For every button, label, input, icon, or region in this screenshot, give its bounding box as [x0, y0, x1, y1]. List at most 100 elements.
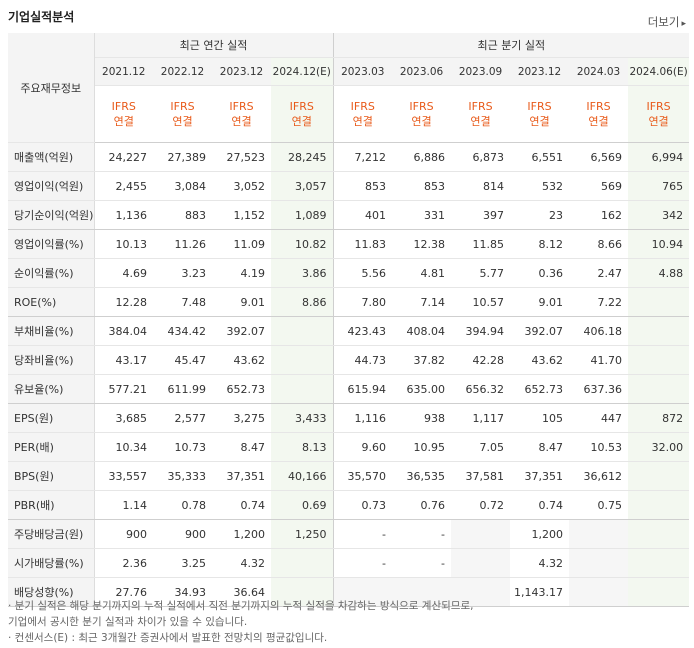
footnote-line: · 분기 실적은 해당 분기까지의 누적 실적에서 직전 분기까지의 누적 실적…	[8, 600, 474, 612]
value-cell: 7.14	[392, 287, 452, 317]
period-header: 2024.03	[569, 57, 629, 86]
consolidated-label: 연결	[411, 115, 432, 128]
ifrs-cell: IFRS 연결	[153, 85, 212, 143]
period-header: 2023.03	[332, 57, 393, 86]
period-header: 2022.12	[153, 57, 212, 86]
consolidated-label: 연결	[231, 115, 252, 128]
consolidated-label: 연결	[470, 115, 491, 128]
value-cell: 392.07	[510, 316, 570, 346]
value-cell: 900	[153, 519, 212, 549]
value-cell: 6,886	[392, 142, 452, 172]
row-label: 영업이익률(%)	[8, 229, 95, 259]
value-cell	[271, 316, 334, 346]
period-header: 2024.06(E)	[628, 57, 690, 86]
value-cell	[271, 374, 334, 404]
value-cell: 10.13	[94, 229, 153, 259]
value-cell: 384.04	[94, 316, 153, 346]
value-cell: 938	[392, 403, 452, 433]
financial-table: 주요재무정보 최근 연간 실적 최근 분기 실적 2021.12 2022.12 2023…	[8, 33, 690, 607]
value-cell: 40,166	[271, 461, 334, 491]
row-label: EPS(원)	[8, 403, 95, 433]
value-cell: 0.74	[212, 490, 271, 520]
value-cell: 27.76	[94, 577, 153, 607]
value-cell	[569, 548, 629, 578]
table-row: ROE(%) 12.28 7.48 9.01 8.86 7.80 7.14 10.57 9.01…	[8, 287, 690, 317]
value-cell: 1.14	[94, 490, 153, 520]
consolidated-label: 연결	[172, 115, 193, 128]
value-cell: 2.47	[569, 258, 629, 288]
table-row: 당기순이익(억원) 1,136 883 1,152 1,089 401 331 397 23 16…	[8, 200, 690, 230]
value-cell: 8.13	[271, 432, 334, 462]
ifrs-label: IFRS	[170, 100, 195, 113]
value-cell: 11.26	[153, 229, 212, 259]
value-cell: -	[332, 519, 393, 549]
value-cell: 652.73	[212, 374, 271, 404]
table-row: 주당배당금(원) 900 900 1,200 1,250- -1,200	[8, 519, 690, 549]
chevron-right-icon: ▸	[681, 19, 686, 29]
value-cell: 6,569	[569, 142, 629, 172]
row-label: PBR(배)	[8, 490, 95, 520]
value-cell: 1,117	[451, 403, 511, 433]
ifrs-cell: IFRS 연결	[510, 85, 570, 143]
value-cell: 10.57	[451, 287, 511, 317]
value-cell: 853	[332, 171, 393, 201]
value-cell: 6,551	[510, 142, 570, 172]
ifrs-cell: IFRS 연결	[212, 85, 271, 143]
row-label: 부채비율(%)	[8, 316, 95, 346]
period-header: 2023.09	[451, 57, 511, 86]
footnotes: · 분기 실적은 해당 분기까지의 누적 실적에서 직전 분기까지의 누적 실적…	[8, 598, 473, 646]
value-cell: 10.73	[153, 432, 212, 462]
row-label: 영업이익(억원)	[8, 171, 95, 201]
row-header: 주요재무정보	[8, 33, 95, 143]
consolidated-label: 연결	[648, 115, 669, 128]
value-cell: 7.22	[569, 287, 629, 317]
table-row: 부채비율(%) 384.04 434.42 392.07 423.43 408.04 394…	[8, 316, 690, 346]
value-cell: 394.94	[451, 316, 511, 346]
value-cell: 611.99	[153, 374, 212, 404]
value-cell: 814	[451, 171, 511, 201]
ifrs-cell: IFRS 연결	[628, 85, 690, 143]
value-cell: 33,557	[94, 461, 153, 491]
value-cell: 1,250	[271, 519, 334, 549]
value-cell: 3,057	[271, 171, 334, 201]
consolidated-label: 연결	[588, 115, 609, 128]
value-cell: 331	[392, 200, 452, 230]
table-row: BPS(원) 33,557 35,333 37,351 40,166 35,570 36,5…	[8, 461, 690, 491]
value-cell: 3,084	[153, 171, 212, 201]
row-label: 배당성향(%)	[8, 577, 95, 607]
value-cell	[569, 577, 629, 607]
value-cell: 10.94	[628, 229, 690, 259]
value-cell: 615.94	[332, 374, 393, 404]
section-title: 기업실적분석	[8, 10, 75, 24]
more-link[interactable]: 더보기 ▸	[648, 14, 686, 30]
value-cell	[628, 461, 690, 491]
value-cell: 7,212	[332, 142, 393, 172]
row-label: BPS(원)	[8, 461, 95, 491]
value-cell: 27,389	[153, 142, 212, 172]
value-cell: 0.76	[392, 490, 452, 520]
value-cell: 4.32	[510, 548, 570, 578]
table-row: 매출액(억원) 24,227 27,389 27,523 28,245 7,212 6,88…	[8, 142, 690, 172]
value-cell	[392, 577, 452, 607]
value-cell: 10.34	[94, 432, 153, 462]
value-cell: 11.09	[212, 229, 271, 259]
table-row: 유보율(%) 577.21 611.99 652.73 615.94 635.00 656.…	[8, 374, 690, 404]
value-cell: 853	[392, 171, 452, 201]
value-cell: 10.82	[271, 229, 334, 259]
ifrs-cell: IFRS 연결	[451, 85, 511, 143]
value-cell: 1,200	[212, 519, 271, 549]
consolidated-label: 연결	[291, 115, 312, 128]
value-cell: 397	[451, 200, 511, 230]
value-cell: 342	[628, 200, 690, 230]
ifrs-label: IFRS	[468, 100, 493, 113]
value-cell: 23	[510, 200, 570, 230]
value-cell: 37.82	[392, 345, 452, 375]
value-cell: 3.86	[271, 258, 334, 288]
value-cell	[451, 519, 511, 549]
period-header: 2021.12	[94, 57, 153, 86]
value-cell: 4.19	[212, 258, 271, 288]
value-cell: 36,535	[392, 461, 452, 491]
row-label: 유보율(%)	[8, 374, 95, 404]
value-cell: 635.00	[392, 374, 452, 404]
table-row: 시가배당률(%) 2.36 3.25 4.32- -4.32	[8, 548, 690, 578]
